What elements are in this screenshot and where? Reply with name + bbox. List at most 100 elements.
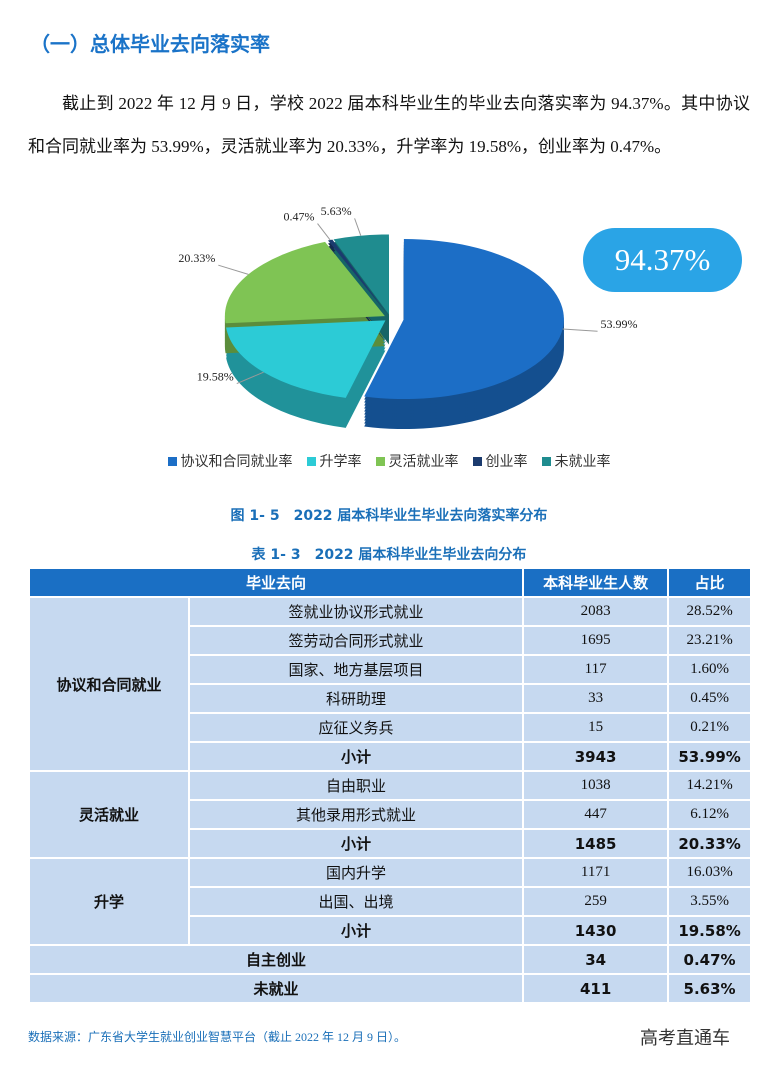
cell: 签劳动合同形式就业 [187, 625, 525, 656]
cell: 14.21% [667, 770, 752, 801]
legend-swatch [375, 457, 385, 466]
legend-item: 升学率 [306, 451, 362, 471]
heading: （一）总体毕业去向落实率 [30, 32, 270, 56]
table-row: 国家、地方基层项目 117 1.60% [29, 654, 752, 685]
paragraph: 截止到 2022 年 12 月 9 日，学校 2022 届本科毕业生的毕业去向落… [28, 94, 750, 156]
legend-swatch [167, 457, 177, 466]
cell: 28.52% [667, 596, 752, 627]
legend-item: 协议和合同就业率 [167, 451, 293, 471]
cell: 34 [522, 944, 670, 975]
cell: 0.45% [667, 683, 752, 714]
data-label: 20.33% [178, 251, 215, 265]
cell: 出国、出境 [187, 886, 525, 917]
cell: 3.55% [667, 886, 752, 917]
group-cell: 协议和合同就业 [28, 596, 190, 772]
cell: 其他录用形式就业 [187, 799, 525, 830]
legend-swatch [306, 457, 316, 466]
slice [224, 241, 385, 324]
slice [333, 234, 389, 315]
legend-item: 灵活就业率 [375, 451, 459, 471]
cell: 0.47% [667, 944, 752, 975]
table-row: 自主创业 34 0.47% [27, 944, 752, 975]
cell: 447 [522, 799, 670, 830]
leader-line [317, 223, 331, 241]
table-row: 出国、出境 259 3.55% [29, 886, 752, 917]
cell: 20.33% [667, 828, 752, 859]
legend-swatch [541, 457, 551, 466]
table-row: 应征义务兵 15 0.21% [29, 712, 752, 743]
table-row: 升学 国内升学 1171 16.03% [28, 857, 752, 946]
cell: 2083 [522, 596, 670, 627]
figure-caption: 图 1- 5 2022 届本科毕业生毕业去向落实率分布 [230, 508, 548, 524]
cell: 1485 [522, 828, 670, 859]
cell: 1171 [522, 857, 670, 888]
group-cell: 升学 [28, 857, 190, 946]
cell: 1430 [522, 915, 670, 946]
cell: 签就业协议形式就业 [187, 596, 525, 627]
table-caption: 表 1- 3 2022 届本科毕业生毕业去向分布 [251, 547, 527, 563]
cell: 0.21% [667, 712, 752, 743]
cell: 国家、地方基层项目 [187, 654, 525, 685]
header-row: 毕业去向 本科毕业生人数 占比 [27, 567, 752, 598]
leader-line [218, 264, 249, 275]
legend-label: 创业率 [485, 454, 528, 470]
legend-item: 未就业率 [541, 451, 611, 471]
header-cell: 本科毕业生人数 [522, 567, 670, 598]
table-row: 签劳动合同形式就业 1695 23.21% [29, 625, 752, 656]
table-row: 其他录用形式就业 447 6.12% [29, 799, 752, 830]
data-label: 0.47% [284, 209, 315, 223]
table-row: 小计 1485 20.33% [29, 828, 752, 859]
table-row: 科研助理 33 0.45% [29, 683, 752, 714]
legend-label: 升学率 [319, 454, 362, 470]
cell: 33 [522, 683, 670, 714]
source: 数据来源：广东省大学生就业创业智慧平台（截止 2022 年 12 月 9 日）。 [28, 1030, 407, 1044]
slice [226, 320, 386, 398]
watermark: 高考直通车 [640, 1028, 730, 1049]
cell: 国内升学 [187, 857, 525, 888]
group-cell: 灵活就业 [28, 770, 190, 859]
cell: 16.03% [667, 857, 752, 888]
cell: 1695 [522, 625, 670, 656]
cell: 5.63% [667, 973, 752, 1004]
legend: 协议和合同就业率 升学率 灵活就业率 创业率 未就业率 [0, 451, 778, 471]
table-row: 小计 3943 53.99% [29, 741, 752, 772]
cell: 53.99% [667, 741, 752, 772]
cell: 小计 [187, 741, 525, 772]
rate-badge: 94.37% [583, 228, 742, 292]
slice [364, 239, 564, 400]
cell: 259 [522, 886, 670, 917]
leader-line [354, 218, 362, 236]
table-row: 协议和合同就业 签就业协议形式就业 2083 28.52% [28, 596, 752, 772]
cell: 1038 [522, 770, 670, 801]
table-row: 灵活就业 自由职业 1038 14.21% [28, 770, 752, 859]
cell: 15 [522, 712, 670, 743]
cell: 23.21% [667, 625, 752, 656]
cell: 自由职业 [187, 770, 525, 801]
header-cell: 占比 [667, 567, 752, 598]
table-row: 小计 1430 19.58% [29, 915, 752, 946]
data-label: 5.63% [321, 204, 352, 218]
legend-label: 未就业率 [554, 454, 611, 470]
cell: 6.12% [667, 799, 752, 830]
cell: 未就业 [27, 973, 525, 1004]
cell: 科研助理 [187, 683, 525, 714]
slice [328, 239, 388, 315]
data-label: 19.58% [197, 369, 234, 383]
cell: 应征义务兵 [187, 712, 525, 743]
data-label: 53.99% [601, 317, 638, 331]
legend-label: 灵活就业率 [388, 454, 459, 470]
table-row: 未就业 411 5.63% [27, 973, 752, 1004]
cell: 117 [522, 654, 670, 685]
legend-label: 协议和合同就业率 [180, 454, 293, 470]
cell: 3943 [522, 741, 670, 772]
cell: 自主创业 [27, 944, 525, 975]
cell: 19.58% [667, 915, 752, 946]
pie-chart: 53.99% 19.58% 20.33% 0.47% 5.63% [178, 204, 638, 430]
cell: 1.60% [667, 654, 752, 685]
cell: 小计 [187, 915, 525, 946]
cell: 411 [522, 973, 670, 1004]
header-cell: 毕业去向 [27, 567, 525, 598]
cell: 小计 [187, 828, 525, 859]
leader-line [562, 328, 598, 332]
